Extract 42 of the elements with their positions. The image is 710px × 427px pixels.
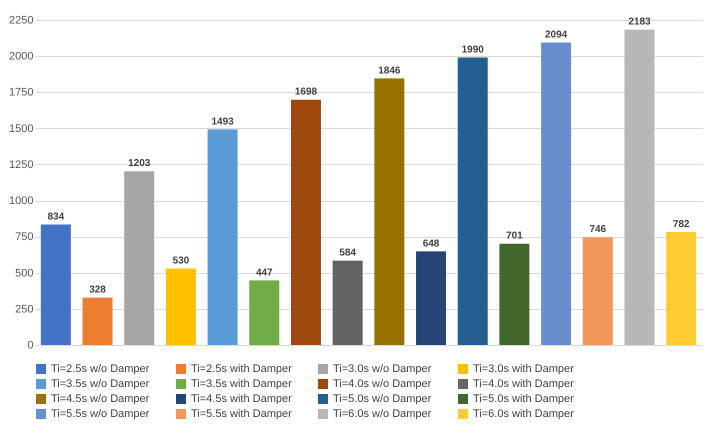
data-label: 1493	[211, 116, 234, 128]
data-label: 530	[172, 255, 190, 266]
legend-label: Ti=5.0s with Damper	[473, 393, 574, 405]
legend-label: Ti=3.5s w/o Damper	[51, 378, 150, 390]
y-tick-label: 0	[27, 340, 34, 352]
data-label: 834	[48, 212, 65, 223]
data-label: 584	[339, 248, 356, 259]
legend-label: Ti=3.0s with Damper	[473, 363, 574, 375]
y-tick-label: 1750	[9, 86, 34, 99]
legend-label: Ti=5.5s w/o Damper	[51, 408, 150, 420]
data-label: 1846	[378, 65, 401, 76]
y-tick-label: 500	[15, 267, 34, 280]
data-label: 447	[256, 267, 274, 278]
legend-label: Ti=4.5s w/o Damper	[51, 393, 150, 405]
data-label: 1990	[462, 44, 484, 56]
data-label: 328	[89, 284, 106, 296]
data-label: 1203	[128, 158, 151, 170]
y-tick-label: 1500	[9, 122, 34, 135]
legend-label: Ti=5.0s w/o Damper	[333, 393, 432, 405]
legend-label: Ti=3.0s w/o Damper	[333, 363, 432, 375]
legend-label: Ti=4.5s with Damper	[191, 393, 292, 405]
legend-label: Ti=6.0s w/o Damper	[333, 408, 432, 420]
data-label: 648	[422, 238, 440, 250]
data-label: 1698	[294, 86, 318, 98]
legend-label: Ti=4.0s w/o Damper	[333, 378, 432, 390]
data-label: 782	[672, 219, 690, 230]
y-tick-label: 2000	[9, 50, 34, 63]
y-tick-label: 1000	[9, 195, 34, 208]
data-label: 701	[506, 230, 524, 242]
legend-label: Ti=6.0s with Damper	[473, 408, 574, 420]
legend-label: Ti=4.0s with Damper	[473, 378, 574, 390]
y-tick-label: 1250	[9, 158, 34, 171]
data-label: 746	[589, 224, 607, 236]
legend-label: Ti=2.5s w/o Damper	[51, 363, 150, 375]
y-tick-label: 250	[15, 303, 34, 316]
y-tick-label: 750	[15, 231, 34, 244]
y-tick-label: 2250	[9, 14, 34, 26]
legend-label: Ti=5.5s with Damper	[191, 408, 292, 420]
data-label: 2183	[628, 16, 652, 28]
legend-label: Ti=2.5s with Damper	[191, 363, 292, 375]
legend-label: Ti=3.5s with Damper	[191, 378, 292, 390]
data-label: 2094	[544, 30, 568, 41]
